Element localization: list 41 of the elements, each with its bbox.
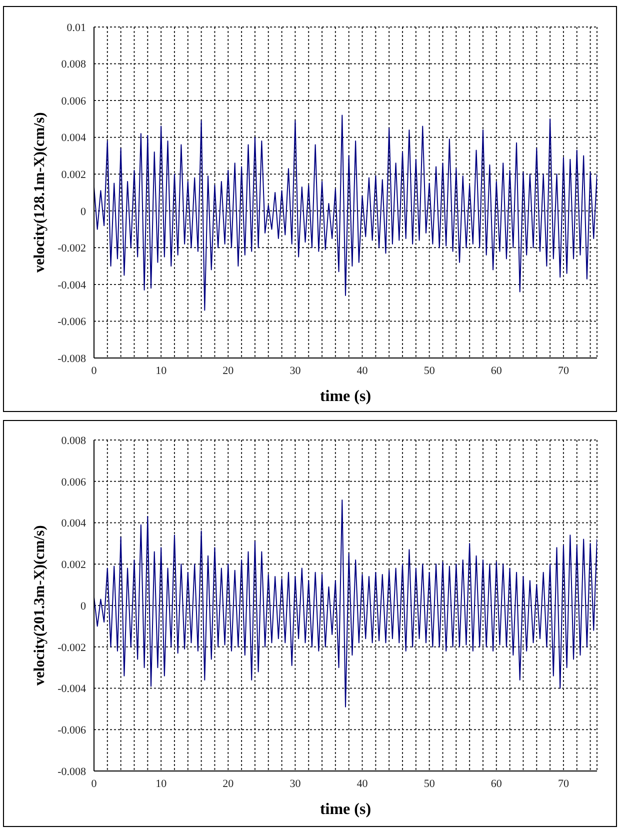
y-tick-label: 0.006 [61,476,86,488]
x-tick-label: 10 [156,778,168,790]
x-tick-label: 60 [490,364,502,377]
x-tick-label: 10 [156,364,168,377]
y-tick-label: -0.008 [58,352,86,365]
x-tick-label: 50 [424,778,436,790]
x-tick-label: 30 [290,778,302,790]
y-tick-label: -0.002 [58,642,86,654]
y-tick-label: 0.002 [61,559,86,572]
x-tick-label: 40 [356,364,368,377]
x-tick-label: 30 [290,364,302,377]
x-axis-title: time (s) [320,388,372,405]
y-tick-label: -0.004 [58,279,86,292]
x-tick-label: 60 [490,778,502,790]
y-tick-label: 0.004 [61,132,86,144]
x-tick-label: 40 [356,778,368,790]
line-series [94,114,597,311]
x-axis-title: time (s) [320,801,372,818]
line-series [94,499,597,708]
y-tick-label: 0 [80,600,86,612]
y-tick-label: 0.006 [61,95,86,108]
y-tick-label: 0.002 [61,169,86,182]
y-axis-title: velocity(201.3m-X)(cm/s) [32,525,48,686]
x-tick-label: 70 [558,364,570,377]
y-tick-label: -0.008 [58,766,86,778]
y-tick-label: 0.004 [61,518,86,530]
y-tick-label: -0.004 [58,683,86,696]
x-tick-label: 20 [222,364,234,377]
y-tick-label: -0.006 [58,316,86,328]
x-tick-label: 70 [558,778,570,790]
x-tick-label: 20 [222,778,234,790]
x-tick-label: 0 [91,364,98,377]
y-axis-title: velocity(128.1m-X)(cm/s) [32,112,48,273]
y-tick-label: -0.006 [58,724,86,737]
y-tick-label: 0.008 [61,434,86,447]
x-tick-label: 50 [424,364,436,377]
y-tick-label: 0.01 [66,22,86,34]
x-tick-label: 0 [91,778,98,790]
y-tick-label: 0 [80,206,86,218]
y-tick-label: -0.002 [58,242,86,255]
y-tick-label: 0.008 [61,58,86,71]
